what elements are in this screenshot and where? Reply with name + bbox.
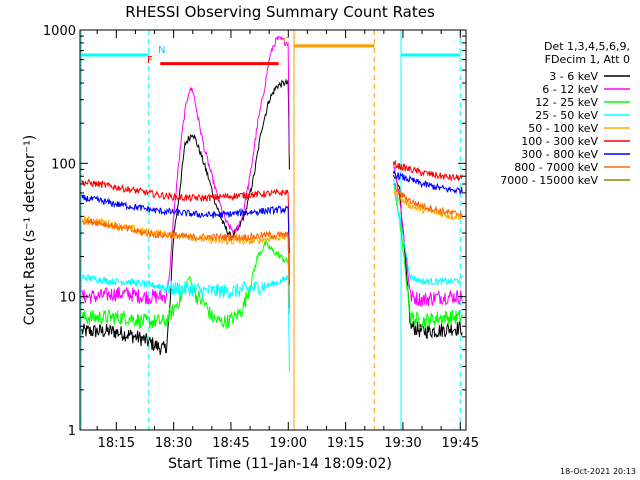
- series-100-300-kev-seg2: [392, 159, 463, 182]
- series-50-100-kev-seg2: [393, 190, 463, 221]
- legend-label-3-6-kev: 3 - 6 keV: [549, 70, 598, 83]
- axis-ticks: 18:15 18:30 18:45 19:00 19:15 19:30 19:45 1 10 10…: [43, 24, 479, 451]
- series-lines: [81, 35, 463, 372]
- y-tick-label: 10: [59, 291, 76, 306]
- y-axis-label: Count Rate (s⁻¹ detector⁻¹): [22, 135, 38, 325]
- series-300-800-kev-seg2: [392, 170, 463, 195]
- legend-label-800-7000-kev: 800 - 7000 keV: [514, 161, 598, 174]
- x-tick-label: 18:15: [98, 436, 135, 451]
- series-800-7000-kev-seg1: [81, 218, 290, 308]
- x-tick-label: 19:15: [327, 436, 364, 451]
- series-12-25-kev-seg1: [81, 239, 290, 330]
- legend-label-300-800-kev: 300 - 800 keV: [521, 148, 598, 161]
- series-3-6-kev-seg2: [392, 174, 463, 340]
- legend-header-line-2: FDecim 1, Att 0: [545, 53, 630, 66]
- series-100-300-kev-seg1: [81, 178, 290, 254]
- series-800-7000-kev-seg2: [393, 182, 463, 219]
- flag-label-f: F: [147, 55, 153, 66]
- flag-label-n: N: [158, 45, 165, 56]
- x-tick-label: 19:45: [442, 436, 479, 451]
- legend-label-50-100-kev: 50 - 100 keV: [528, 122, 598, 135]
- legend-header-line-1: Det 1,3,4,5,6,9,: [544, 40, 630, 53]
- flag-vertical-lines: [80, 30, 461, 430]
- legend-label-7000-15000-kev: 7000 - 15000 keV: [500, 174, 598, 187]
- legend-label-12-25-kev: 12 - 25 keV: [535, 96, 598, 109]
- y-tick-label: 100: [51, 157, 76, 172]
- x-axis-label: Start Time (11-Jan-14 18:09:02): [168, 456, 392, 472]
- series-6-12-kev-seg1: [81, 35, 290, 305]
- generation-timestamp: 18-Oct-2021 20:13: [560, 467, 636, 476]
- legend-label-100-300-kev: 100 - 300 keV: [521, 135, 598, 148]
- chart-title: RHESSI Observing Summary Count Rates: [125, 3, 435, 21]
- y-tick-label: 1: [68, 424, 76, 439]
- series-3-6-kev-seg1: [81, 78, 290, 356]
- legend-label-6-12-kev: 6 - 12 keV: [542, 83, 598, 96]
- x-tick-label: 18:45: [212, 436, 249, 451]
- y-tick-label: 1000: [43, 24, 76, 39]
- series-25-50-kev-seg1: [81, 274, 290, 372]
- x-tick-label: 19:30: [384, 436, 421, 451]
- x-tick-label: 19:00: [270, 436, 307, 451]
- plot-frame: [79, 29, 467, 431]
- series-300-800-kev-seg1: [81, 194, 290, 286]
- flag-label-c: C: [283, 36, 290, 47]
- flag-bars: [81, 44, 461, 66]
- legend-label-25-50-kev: 25 - 50 keV: [535, 109, 598, 122]
- series-12-25-kev-seg2: [393, 184, 463, 329]
- x-tick-label: 18:30: [155, 436, 192, 451]
- series-25-50-kev-seg2: [392, 178, 463, 287]
